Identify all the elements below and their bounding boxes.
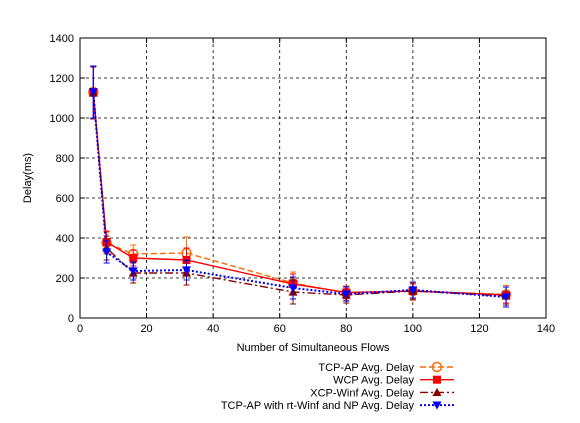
- series-line: [92, 92, 507, 297]
- data-point-marker: [288, 284, 298, 293]
- y-tick-label: 0: [68, 313, 74, 325]
- y-tick-label: 800: [56, 153, 74, 165]
- x-tick-label: 20: [140, 323, 152, 335]
- x-axis-label: Number of Simultaneous Flows: [237, 342, 390, 354]
- series-line: [92, 91, 507, 298]
- data-point-marker: [501, 293, 511, 302]
- series-line: [92, 91, 507, 296]
- data-point-marker: [129, 254, 138, 262]
- data-point-marker: [432, 401, 442, 410]
- series: [88, 66, 511, 306]
- data-point-marker: [432, 387, 442, 396]
- axis-ticks: 0 20 40 60 80 100 120 1400200400600800100012001…: [50, 33, 556, 335]
- grid: [80, 38, 546, 318]
- data-point-marker: [341, 290, 351, 299]
- legend-label: WCP Avg. Delay: [333, 375, 414, 387]
- y-tick-label: 600: [56, 193, 74, 205]
- data-point-marker: [102, 248, 112, 257]
- x-tick-label: 140: [537, 323, 555, 335]
- y-tick-label: 400: [56, 233, 74, 245]
- data-point-marker: [433, 375, 441, 384]
- series: [88, 65, 512, 304]
- data-point-marker: [88, 88, 98, 97]
- series-line: [92, 91, 507, 296]
- data-point-marker: [182, 266, 192, 275]
- series: [88, 65, 511, 308]
- series: [89, 65, 511, 304]
- x-tick-label: 80: [340, 323, 352, 335]
- legend-label: XCP-Winf Avg. Delay: [310, 387, 414, 399]
- y-axis-label: Delay(ms): [22, 153, 34, 203]
- legend-label: TCP-AP with rt-Winf and NP Avg. Delay: [221, 400, 415, 412]
- data-point-marker: [128, 267, 138, 276]
- y-tick-label: 1400: [50, 33, 74, 45]
- series-group: [88, 65, 512, 308]
- y-tick-label: 1000: [50, 113, 74, 125]
- x-tick-label: 60: [274, 323, 286, 335]
- x-tick-label: 100: [404, 323, 422, 335]
- data-point-marker: [431, 361, 443, 373]
- x-tick-label: 120: [470, 323, 488, 335]
- x-tick-label: 40: [207, 323, 219, 335]
- plot-frame: [79, 37, 547, 319]
- y-tick-label: 200: [56, 273, 74, 285]
- y-tick-label: 1200: [50, 73, 74, 85]
- x-tick-label: 0: [77, 323, 83, 335]
- data-point-marker: [408, 286, 418, 295]
- legend-label: TCP-AP Avg. Delay: [318, 362, 414, 374]
